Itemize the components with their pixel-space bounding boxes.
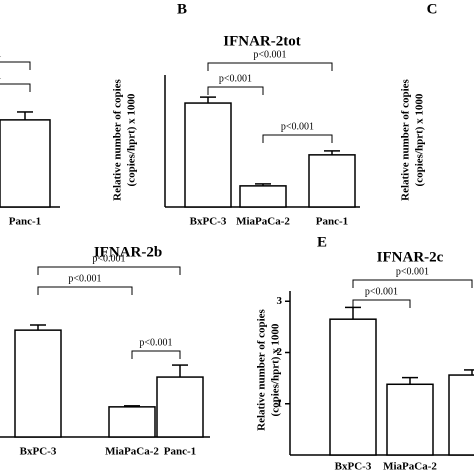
panel-label: B [177,1,187,17]
chart-title: IFNAR-2tot [223,33,300,49]
bar [386,383,434,456]
panel-label: C [427,1,438,17]
significance-bracket [352,299,411,308]
significance-bracket [0,61,31,70]
annotation: p<0.001 [0,70,2,81]
bar [156,376,204,438]
bar [14,329,62,438]
y-axis-label: (copies/hprt) x 1000 [270,323,282,416]
significance-bracket [0,83,31,92]
bar [308,154,356,208]
annotation: p<0.001 [92,253,125,264]
bar [448,374,474,456]
y-axis-label: Relative number of copies [112,78,124,200]
panel-label: E [317,234,327,250]
y-tick-label: 2 [277,346,283,358]
annotation: p<0.001 [219,73,252,84]
significance-bracket [207,62,333,71]
x-tick-label: MiaPaCa-2 [236,216,290,228]
significance-bracket [207,86,264,95]
x-tick-label: BxPC-3 [190,216,227,228]
annotation: p<0.001 [0,48,2,59]
x-tick-label: MiaPaCa-2 [105,446,159,458]
bar [0,119,51,208]
significance-bracket [131,350,181,359]
annotation: p<0.001 [253,49,286,60]
annotation: p<0.001 [139,337,172,348]
annotation: p<0.001 [396,266,429,277]
annotation: p<0.001 [281,121,314,132]
annotation: p<0.001 [365,286,398,297]
chart-title: IFNAR-2b [94,244,162,260]
x-tick-label: Panc-1 [164,446,196,458]
significance-bracket [262,134,333,143]
x-tick-label: BxPC-3 [335,461,372,473]
chart-title: IFNAR-2c [377,249,444,265]
y-axis-label: (copies/hprt) x 1000 [126,93,138,186]
bar [239,185,287,208]
y-axis-label: (copies/hprt) x 1000 [414,93,426,186]
x-tick-label: Panc-1 [9,216,41,228]
significance-bracket [37,266,181,275]
significance-bracket [37,286,133,295]
y-tick-label: 1 [277,397,283,409]
x-tick-label: BxPC-3 [20,446,57,458]
annotation: p<0.001 [68,273,101,284]
bar [184,102,232,208]
bar [329,318,377,456]
y-tick-label: 3 [277,295,283,307]
x-tick-label: Panc-1 [316,216,348,228]
x-tick-label: MiaPaCa-2 [383,461,437,473]
bar [108,406,156,438]
y-axis-label: Relative number of copies [256,308,268,430]
significance-bracket [352,279,473,288]
y-axis-label: Relative number of copies [400,78,412,200]
